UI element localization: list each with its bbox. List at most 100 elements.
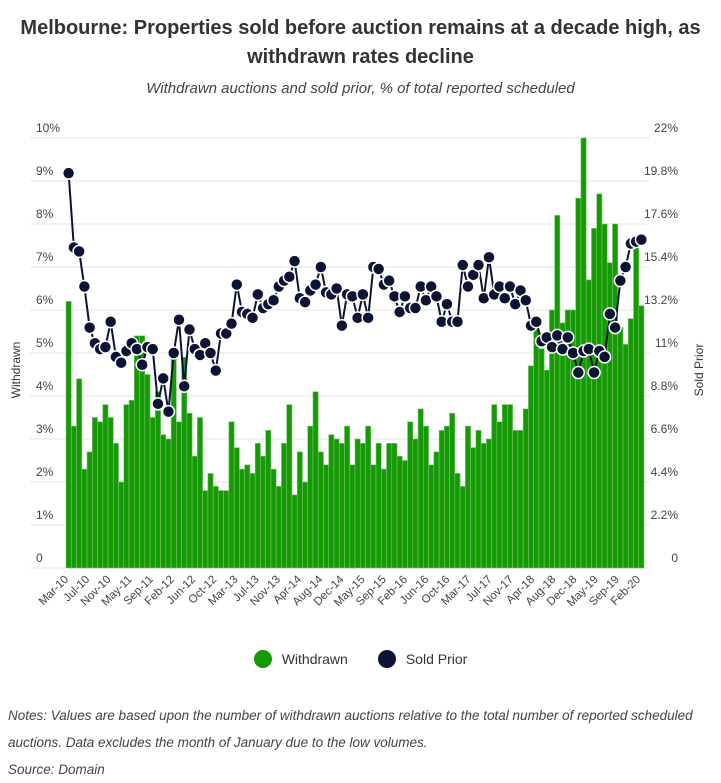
withdrawn-bar	[312, 391, 319, 569]
right-axis-title: Sold Prior	[692, 344, 706, 397]
withdrawn-bar	[507, 404, 513, 569]
withdrawn-bar	[144, 374, 151, 569]
withdrawn-bar	[223, 490, 230, 569]
sold-prior-point	[471, 258, 486, 272]
source-text: Source: Domain	[8, 762, 105, 777]
sold-prior-point	[161, 404, 176, 419]
withdrawn-bar	[554, 215, 561, 569]
withdrawn-bar	[176, 421, 182, 569]
sold-prior-point	[77, 279, 92, 294]
sold-prior-point	[209, 363, 223, 378]
sold-prior-point	[455, 258, 470, 272]
right-tick-label: 19.8%	[644, 164, 678, 178]
sold-prior-point	[72, 244, 86, 259]
withdrawn-bar	[302, 481, 309, 569]
legend-item-sold-prior[interactable]: Sold Prior	[377, 650, 467, 668]
sold-prior-point	[329, 281, 344, 296]
sold-prior-point	[298, 295, 312, 309]
withdrawn-bar	[444, 425, 450, 569]
sold-prior-point	[182, 322, 197, 337]
withdrawn-bar	[86, 451, 93, 569]
withdrawn-bar	[233, 447, 240, 569]
withdrawn-bar	[559, 322, 566, 569]
withdrawn-bar	[317, 451, 324, 569]
sold-prior-point	[371, 262, 386, 276]
withdrawn-bar	[575, 197, 582, 569]
withdrawn-legend-marker	[253, 650, 272, 668]
withdrawn-bar	[149, 417, 156, 569]
sold-prior-point	[597, 350, 612, 364]
withdrawn-bar	[449, 412, 456, 569]
withdrawn-bar	[197, 417, 203, 569]
sold-prior-point	[251, 287, 265, 302]
withdrawn-bar	[543, 369, 550, 569]
withdrawn-bar	[333, 438, 340, 569]
withdrawn-bar	[438, 430, 445, 569]
withdrawn-bar	[76, 378, 83, 569]
withdrawn-bar	[365, 425, 372, 569]
sold-prior-point	[135, 357, 149, 372]
sold-prior-point	[151, 397, 165, 411]
withdrawn-bar	[428, 464, 435, 569]
withdrawn-bar	[70, 425, 77, 569]
chart-notes: Notes: Values are based upon the number …	[8, 702, 713, 783]
left-tick-label: 0	[36, 551, 43, 565]
withdrawn-bar	[112, 442, 119, 569]
withdrawn-bar	[128, 399, 135, 569]
left-tick-label: 2%	[36, 465, 54, 479]
sold-prior-point	[145, 342, 160, 356]
withdrawn-bar	[328, 434, 335, 569]
sold-prior-point	[613, 273, 628, 288]
chart-title: Melbourne: Properties sold before auctio…	[20, 17, 701, 68]
sold-prior-point	[61, 166, 76, 180]
withdrawn-bar	[286, 404, 293, 569]
withdrawn-bar	[596, 193, 603, 569]
withdrawn-bar	[470, 447, 477, 569]
withdrawn-bar	[81, 468, 88, 569]
withdrawn-bar	[291, 494, 298, 569]
withdrawn-bar	[512, 430, 519, 569]
sold-prior-point	[230, 277, 244, 292]
left-tick-label: 4%	[36, 379, 54, 393]
withdrawn-bar	[123, 404, 130, 569]
right-tick-label: 4.4%	[651, 465, 679, 479]
withdrawn-bar	[459, 485, 466, 569]
sold-prior-point	[203, 346, 218, 360]
withdrawn-bar	[275, 485, 282, 569]
withdrawn-bar	[160, 434, 167, 569]
withdrawn-bar	[107, 417, 114, 569]
sold-prior-point	[266, 293, 281, 307]
withdrawn-bar	[491, 404, 498, 569]
sold-prior-point	[398, 289, 412, 304]
withdrawn-bar	[475, 430, 482, 569]
withdrawn-bar	[102, 404, 109, 569]
sold-prior-point	[461, 279, 475, 294]
withdrawn-bar	[239, 468, 245, 569]
withdrawn-bar	[281, 442, 287, 569]
withdrawn-bar	[533, 326, 540, 569]
withdrawn-bar	[375, 442, 382, 569]
right-tick-label: 17.6%	[644, 207, 678, 221]
withdrawn-bar	[186, 412, 193, 569]
withdrawn-bar	[170, 356, 177, 569]
withdrawn-bar	[423, 425, 429, 569]
withdrawn-bar	[465, 425, 471, 569]
withdrawn-bar	[591, 228, 598, 569]
withdrawn-bar	[433, 451, 440, 569]
sold-prior-point	[114, 356, 128, 370]
legend-item-withdrawn[interactable]: Withdrawn	[253, 650, 348, 668]
sold-prior-point	[618, 260, 633, 274]
withdrawn-bar	[380, 468, 387, 569]
sold-prior-point	[308, 277, 323, 292]
withdrawn-bar	[202, 490, 209, 569]
withdrawn-bar	[501, 404, 508, 569]
right-tick-label: 22%	[654, 121, 678, 135]
sold-prior-legend-marker	[377, 650, 396, 668]
withdrawn-bar	[344, 425, 351, 569]
withdrawn-bar	[585, 279, 592, 569]
withdrawn-bar	[307, 425, 314, 569]
sold-prior-point	[361, 311, 375, 325]
withdrawn-bar	[617, 326, 624, 569]
withdrawn-bar	[265, 430, 272, 569]
left-tick-label: 6%	[36, 293, 54, 307]
